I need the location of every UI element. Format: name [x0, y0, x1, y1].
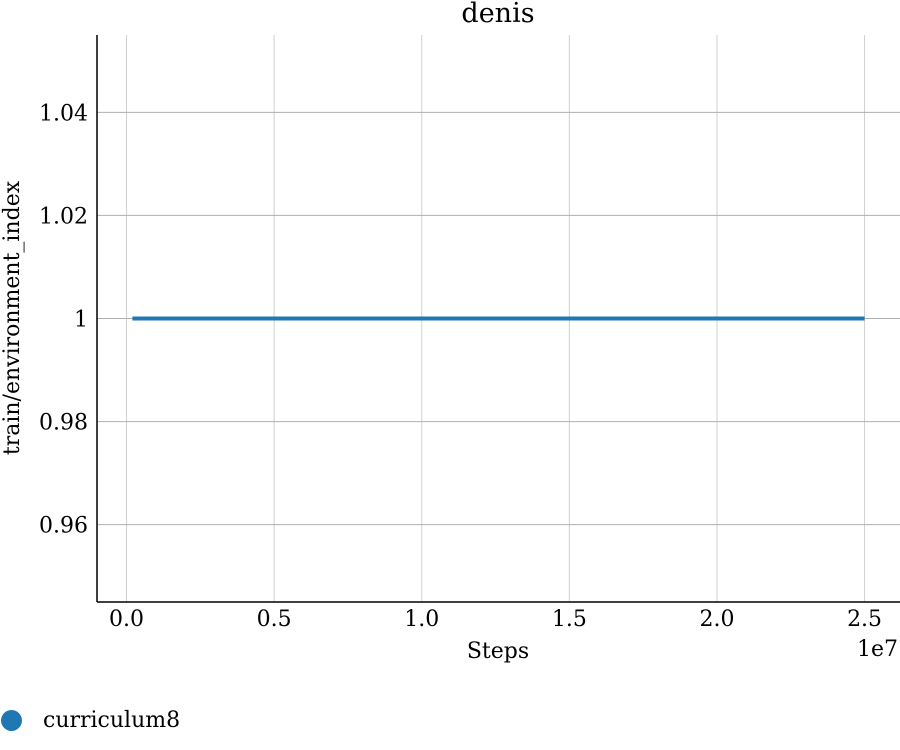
x-tick-label: 0.0 — [109, 607, 144, 632]
x-tick-label: 1.0 — [404, 607, 439, 632]
x-offset-label: 1e7 — [857, 637, 898, 662]
x-tick-label: 0.5 — [257, 607, 292, 632]
y-tick-label: 1 — [74, 308, 88, 333]
x-tick-label: 1.5 — [552, 607, 587, 632]
chart-title: denis — [461, 0, 534, 29]
legend: curriculum8 — [0, 704, 180, 736]
y-tick-label: 1.04 — [39, 101, 88, 126]
y-tick-label: 1.02 — [39, 204, 88, 229]
y-ticks: 0.96 0.98 1 1.02 1.04 — [39, 101, 88, 538]
x-tick-label: 2.5 — [847, 607, 882, 632]
x-ticks: 0.0 0.5 1.0 1.5 2.0 2.5 — [109, 607, 882, 632]
x-axis-title: Steps — [467, 639, 529, 664]
line-chart: denis 0.0 0.5 1.0 1.5 2.0 2.5 0.96 0.98 1 1.02 1.… — [0, 0, 900, 664]
y-axis-title: train/environment_index — [0, 180, 25, 455]
y-tick-label: 0.98 — [39, 411, 88, 436]
legend-marker-curriculum8 — [1, 709, 22, 731]
legend-label-curriculum8: curriculum8 — [43, 707, 181, 733]
y-tick-label: 0.96 — [39, 514, 88, 539]
x-tick-label: 2.0 — [699, 607, 734, 632]
